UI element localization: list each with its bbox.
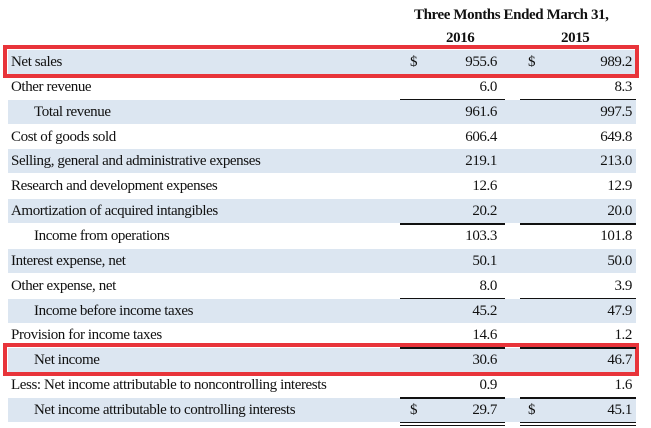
value-2016: 955.6	[465, 54, 497, 70]
value-2016: 30.6	[472, 352, 497, 369]
total-double-rule	[520, 421, 636, 424]
subtotal-rule	[520, 223, 636, 225]
value-2016: 103.3	[465, 228, 497, 245]
table-row: Net income 30.6 46.7	[8, 348, 636, 373]
currency-symbol: $	[410, 54, 418, 70]
value-2015: 47.9	[607, 302, 632, 319]
value-2016: 219.1	[465, 153, 497, 170]
row-label: Research and development expenses	[11, 178, 218, 195]
row-label: Other expense, net	[11, 277, 116, 294]
row-label: Provision for income taxes	[11, 327, 162, 344]
row-label: Net income	[34, 352, 100, 369]
row-label: Amortization of acquired intangibles	[11, 203, 218, 220]
row-label: Other revenue	[11, 78, 92, 95]
row-label: Interest expense, net	[11, 252, 126, 269]
value-2015: 1.2	[614, 327, 632, 344]
currency-symbol: $	[528, 54, 536, 70]
table-row: Total revenue 961.6 997.5	[8, 99, 636, 124]
value-2016: 6.0	[479, 78, 497, 95]
value-2015: 997.5	[600, 103, 632, 120]
table-row: Amortization of acquired intangibles 20.2…	[8, 199, 636, 224]
year-2015-header: 2015	[561, 30, 590, 46]
currency-symbol: $	[410, 402, 418, 419]
row-label: Cost of goods sold	[11, 128, 116, 145]
year-2016-header: 2016	[446, 30, 475, 46]
value-2015: 45.1	[607, 402, 632, 419]
value-2015: 213.0	[600, 153, 632, 170]
period-header: Three Months Ended March 31,	[414, 7, 609, 23]
value-2016: 45.2	[472, 302, 497, 319]
table-row: Less: Net income attributable to noncont…	[8, 373, 636, 397]
table-row: Income from operations 103.3 101.8	[8, 224, 636, 248]
subtotal-rule	[400, 347, 505, 349]
highlight-box	[3, 45, 639, 78]
value-2015: 1.6	[614, 377, 632, 394]
table-row: Selling, general and administrative expe…	[8, 149, 636, 174]
value-2016: 20.2	[472, 203, 497, 220]
total-double-rule	[400, 424, 505, 427]
subtotal-rule	[400, 223, 505, 225]
subtotal-rule	[400, 98, 505, 101]
value-2016: 0.9	[479, 377, 497, 394]
highlight-box	[3, 343, 639, 377]
table-row: Other expense, net 8.0 3.9	[8, 274, 636, 298]
row-label: Net sales	[11, 54, 62, 70]
table-row: Provision for income taxes 14.6 1.2	[8, 323, 636, 347]
value-2015: 649.8	[600, 128, 632, 145]
total-double-rule	[520, 424, 636, 427]
value-2016: 8.0	[479, 277, 497, 294]
subtotal-rule	[520, 347, 636, 349]
currency-symbol: $	[528, 402, 536, 419]
table-row: Other revenue 6.0 8.3	[8, 75, 636, 99]
value-2016: 29.7	[472, 402, 497, 419]
subtotal-rule	[400, 297, 505, 300]
table-row: Income before income taxes 45.2 47.9	[8, 298, 636, 323]
row-label: Income from operations	[34, 228, 170, 245]
value-2016: 961.6	[465, 103, 497, 120]
value-2015: 46.7	[607, 352, 632, 369]
subtotal-rule	[400, 397, 505, 399]
subtotal-rule	[520, 297, 636, 300]
value-2016: 12.6	[472, 178, 497, 195]
value-2015: 12.9	[607, 178, 632, 195]
value-2015: 101.8	[600, 228, 632, 245]
row-label: Net income attributable to controlling i…	[34, 402, 296, 419]
value-2015: 50.0	[607, 252, 632, 269]
row-label: Less: Net income attributable to noncont…	[11, 377, 327, 394]
table-row: Net sales $ $955.6 989.2	[8, 50, 636, 74]
table-row: Cost of goods sold 606.4 649.8	[8, 125, 636, 149]
value-2016: 50.1	[472, 252, 497, 269]
row-label: Total revenue	[34, 103, 111, 120]
subtotal-rule	[520, 98, 636, 101]
table-row: Research and development expenses 12.6 12.…	[8, 174, 636, 198]
table-row: Interest expense, net 50.1 50.0	[8, 248, 636, 273]
row-label: Income before income taxes	[34, 302, 194, 319]
subtotal-rule	[520, 397, 636, 399]
table-row: Net income attributable to controlling i…	[8, 398, 636, 423]
value-2015: 8.3	[614, 78, 632, 95]
value-2016: 14.6	[472, 327, 497, 344]
row-label: Selling, general and administrative expe…	[11, 153, 261, 170]
value-2015: 20.0	[607, 203, 632, 220]
value-2015: 3.9	[614, 277, 632, 294]
value-2016: 606.4	[465, 128, 497, 145]
value-2015: 989.2	[600, 54, 632, 70]
total-double-rule	[400, 421, 505, 424]
